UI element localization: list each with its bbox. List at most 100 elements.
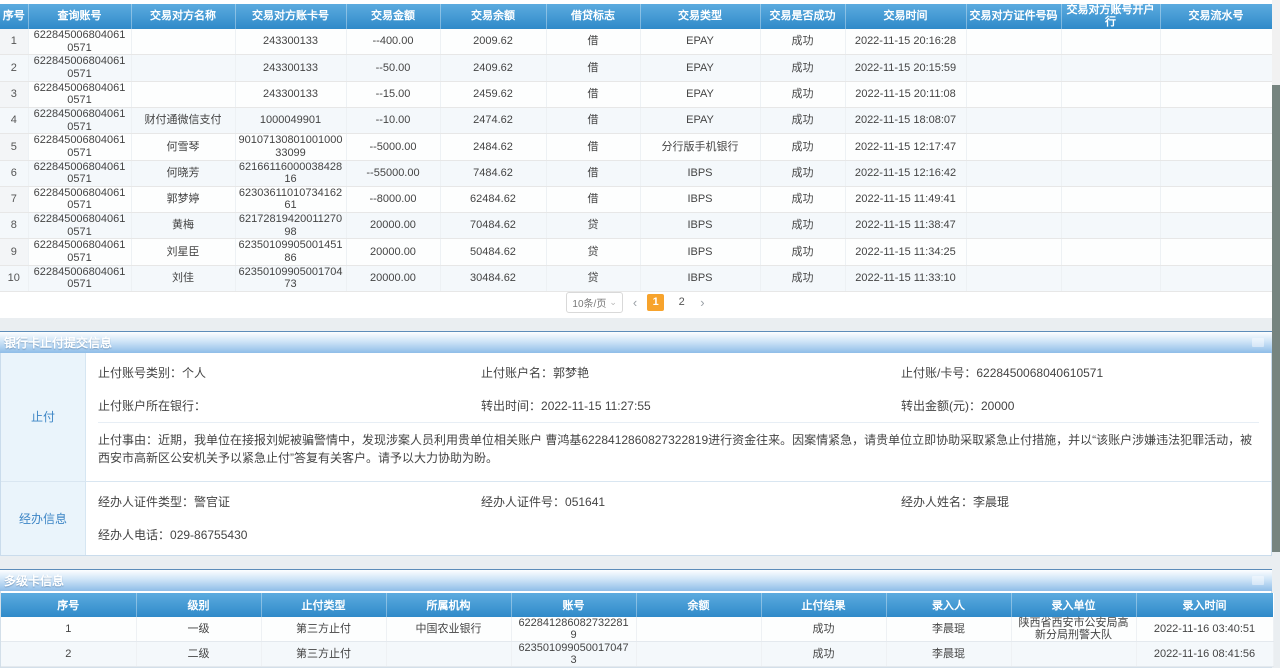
cell-transaction-type: IBPS <box>640 212 761 240</box>
cell-amount: --15.00 <box>346 81 441 108</box>
table-row: 7 6228450068040610571 郭梦婷 62303611010734… <box>0 186 1273 214</box>
cell-counterparty-card: 243300133 <box>235 29 347 56</box>
collapse-icon[interactable] <box>1252 575 1264 585</box>
cell-transaction-time: 2022-11-15 11:38:47 <box>845 212 967 240</box>
cell-serial-number <box>1160 29 1273 56</box>
cell-query-account: 6228450068040610571 <box>28 29 132 56</box>
fields-row: 经办人证件类型：警官证 经办人证件号：051641 经办人姓名：李晨琨 <box>98 485 1259 518</box>
cell-balance: 2459.62 <box>440 81 547 108</box>
page-size-select[interactable]: 10条/页 ⌄ <box>566 292 623 314</box>
cell-balance: 62484.62 <box>440 186 547 214</box>
cell-counterparty-card: 6217281942001127098 <box>235 212 347 240</box>
cell-seq: 6 <box>0 160 29 187</box>
field-label: 经办人证件类型： <box>98 494 195 509</box>
cell-institution <box>386 641 512 668</box>
field-label: 经办人姓名： <box>901 494 974 509</box>
cell-serial-number <box>1160 238 1273 266</box>
multi-card-table-wrap: 序号 级别 止付类型 所属机构 账号 余额 止付结果 录入人 录入单位 录入时间 1 一级 第三方… <box>0 590 1274 668</box>
cell-seq: 2 <box>0 54 29 82</box>
cell-counterparty-name <box>131 81 236 108</box>
field-value: 2022-11-15 11:27:55 <box>541 398 651 413</box>
cell-success-status: 成功 <box>760 238 846 266</box>
cell-transaction-type: EPAY <box>640 81 761 108</box>
cell-debit-credit-flag: 借 <box>546 54 641 82</box>
scrollbar[interactable] <box>1272 0 1280 552</box>
field-label: 转出时间： <box>481 398 542 413</box>
page-button-1[interactable]: 1 <box>647 294 665 312</box>
prev-page-button[interactable]: ‹ <box>632 295 638 311</box>
column-header: 交易对方名称 <box>131 4 236 30</box>
cell-counterparty-name: 郭梦婷 <box>131 186 236 214</box>
cell-stop-result: 成功 <box>761 616 887 643</box>
cell-counterparty-name: 何晓芳 <box>131 160 236 187</box>
cell-seq: 3 <box>0 81 29 108</box>
field-label: 经办人证件号： <box>481 494 566 509</box>
group-label-jingban: 经办信息 <box>1 481 86 555</box>
cell-level: 一级 <box>136 616 262 643</box>
column-header: 所属机构 <box>386 592 512 617</box>
cell-debit-credit-flag: 借 <box>546 107 641 135</box>
column-header: 序号 <box>1 592 137 617</box>
field-label: 止付账/卡号： <box>901 365 977 380</box>
column-header: 交易对方账卡号 <box>235 4 347 30</box>
chevron-down-icon: ⌄ <box>609 297 617 308</box>
cell-entry-time: 2022-11-16 08:41:56 <box>1136 641 1274 668</box>
multi-card-section-header: 多级卡信息 <box>0 568 1272 591</box>
cell-success-status: 成功 <box>760 107 846 135</box>
table-row: 2 二级 第三方止付 6235010990500170473 成功 李晨琨 20… <box>1 641 1274 668</box>
cell-counterparty-id <box>966 265 1062 292</box>
cell-amount: --8000.00 <box>346 186 441 214</box>
cell-debit-credit-flag: 借 <box>546 133 641 161</box>
cell-counterparty-bank <box>1061 160 1161 187</box>
cell-serial-number <box>1160 133 1273 161</box>
cell-counterparty-name: 刘星臣 <box>131 238 236 266</box>
cell-account: 6235010990500170473 <box>511 641 637 668</box>
cell-seq: 9 <box>0 238 29 266</box>
cell-transaction-time: 2022-11-15 20:15:59 <box>845 54 967 82</box>
cell-counterparty-bank <box>1061 107 1161 135</box>
cell-balance <box>636 616 762 643</box>
stop-payment-fields: 止付账号类别：个人 止付账户名：郭梦艳 止付账/卡号：6228450068040… <box>86 353 1271 481</box>
cell-balance: 50484.62 <box>440 238 547 266</box>
cell-seq: 2 <box>1 641 137 668</box>
fields-row: 经办人电话：029-86755430 <box>98 518 1259 551</box>
cell-stop-type: 第三方止付 <box>261 641 387 668</box>
cell-entry-time: 2022-11-16 03:40:51 <box>1136 616 1274 643</box>
field-value: 20000 <box>981 398 1015 413</box>
column-header: 余额 <box>636 592 762 617</box>
cell-amount: --10.00 <box>346 107 441 135</box>
cell-balance: 2484.62 <box>440 133 547 161</box>
field-transfer-time: 转出时间：2022-11-15 11:27:55 <box>481 397 901 414</box>
cell-counterparty-name: 刘佳 <box>131 265 236 292</box>
cell-counterparty-name: 黄梅 <box>131 212 236 240</box>
cell-query-account: 6228450068040610571 <box>28 133 132 161</box>
transaction-table: 序号 查询账号 交易对方名称 交易对方账卡号 交易金额 交易余额 借贷标志 交易类型 交易是否成… <box>0 4 1273 292</box>
cell-transaction-type: EPAY <box>640 107 761 135</box>
scrollbar-thumb[interactable] <box>1272 85 1280 552</box>
collapse-icon[interactable] <box>1252 337 1264 347</box>
cell-transaction-type: IBPS <box>640 265 761 292</box>
cell-transaction-type: IBPS <box>640 238 761 266</box>
cell-success-status: 成功 <box>760 133 846 161</box>
cell-entry-person: 李晨琨 <box>886 616 1012 643</box>
cell-serial-number <box>1160 186 1273 214</box>
cell-stop-type: 第三方止付 <box>261 616 387 643</box>
cell-transaction-type: IBPS <box>640 160 761 187</box>
field-value: 个人 <box>182 365 207 380</box>
field-value: 029-86755430 <box>170 527 248 542</box>
cell-counterparty-id <box>966 160 1062 187</box>
cell-counterparty-bank <box>1061 212 1161 240</box>
column-header: 借贷标志 <box>546 4 641 30</box>
cell-transaction-type: EPAY <box>640 29 761 56</box>
field-phone: 经办人电话：029-86755430 <box>98 526 481 543</box>
transaction-table-header-row: 序号 查询账号 交易对方名称 交易对方账卡号 交易金额 交易余额 借贷标志 交易类型 交易是否成… <box>0 4 1273 30</box>
field-value: 郭梦艳 <box>553 365 590 380</box>
cell-counterparty-card: 9010713080100100033099 <box>235 133 347 161</box>
next-page-button[interactable]: › <box>700 295 705 311</box>
column-header: 交易金额 <box>346 4 441 30</box>
page-button-2[interactable]: 2 <box>678 296 685 309</box>
cell-serial-number <box>1160 212 1273 240</box>
field-transfer-amount: 转出金额(元)：20000 <box>901 397 1259 414</box>
column-header: 交易时间 <box>845 4 967 30</box>
